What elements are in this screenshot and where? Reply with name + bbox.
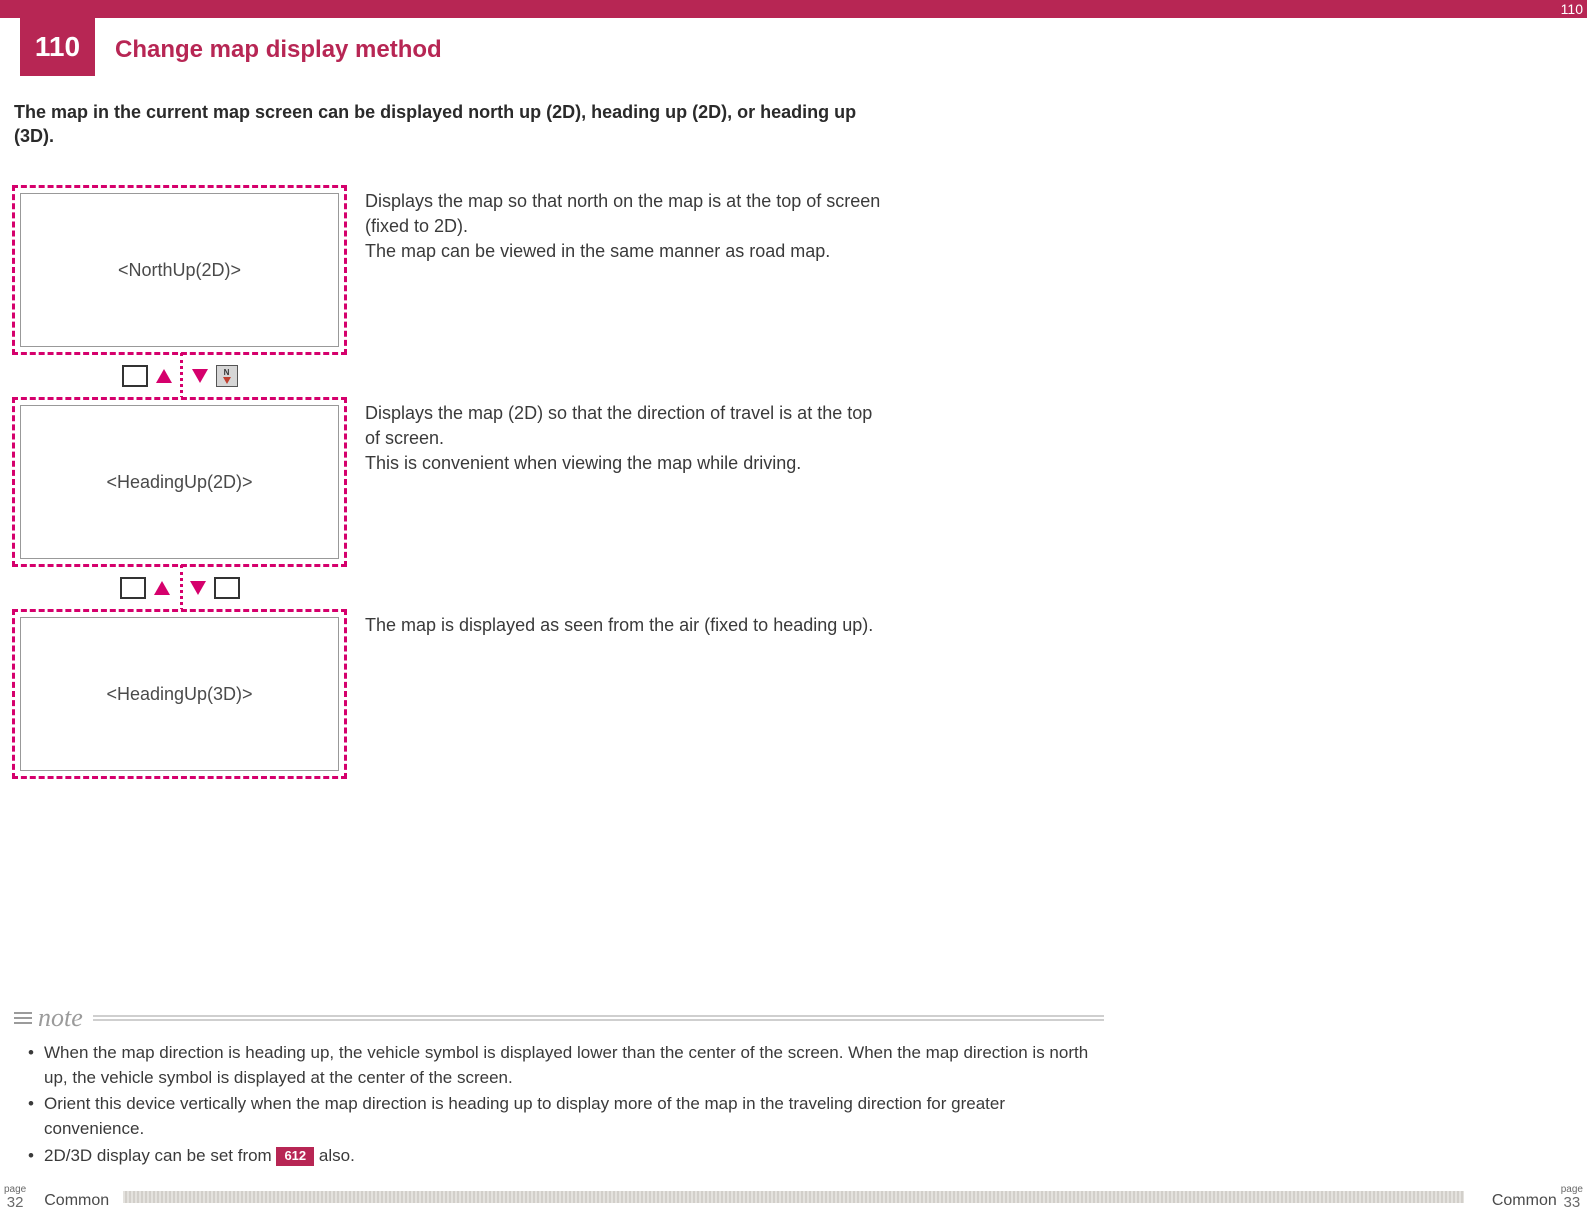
footer-section-label: Common — [1492, 1192, 1557, 1210]
mode-desc-headingup3d: The map is displayed as seen from the ai… — [365, 609, 885, 638]
connector-2 — [12, 567, 347, 609]
mode-desc-northup: Displays the map so that north on the ma… — [365, 185, 885, 265]
note-lines-icon — [14, 1012, 32, 1024]
mode-row-headingup3d: <HeadingUp(3D)> The map is displayed as … — [12, 609, 892, 779]
page-title: Change map display method — [115, 36, 442, 64]
note-header: note — [14, 1005, 1104, 1031]
arrow-down-icon — [190, 581, 206, 595]
footer-page-word: page — [4, 1184, 26, 1195]
connector-1 — [12, 355, 347, 397]
mode-box-headingup2d: <HeadingUp(2D)> — [12, 397, 347, 567]
footer-page-word: page — [1561, 1184, 1583, 1195]
footer-page-left: page 32 — [4, 1185, 26, 1210]
mode-box-headingup3d: <HeadingUp(3D)> — [12, 609, 347, 779]
toggle-rect-icon — [122, 365, 148, 387]
toggle-rect-icon — [214, 577, 240, 599]
footer-section-label: Common — [44, 1192, 109, 1210]
note-rule — [93, 1015, 1104, 1021]
arrow-down-icon — [192, 369, 208, 383]
note-section: note When the map direction is heading u… — [14, 1005, 1104, 1170]
map-modes-diagram: <NorthUp(2D)> Displays the map so that n… — [12, 185, 892, 779]
note-item: When the map direction is heading up, th… — [44, 1041, 1104, 1090]
intro-text: The map in the current map screen can be… — [14, 100, 884, 149]
note-label: note — [38, 1005, 83, 1031]
reference-tag: 612 — [276, 1147, 314, 1166]
mode-row-northup: <NorthUp(2D)> Displays the map so that n… — [12, 185, 892, 355]
page-footer: page 32 Common Common page 33 — [0, 1185, 1587, 1209]
footer-page-number-left: 32 — [4, 1195, 26, 1210]
note-item: Orient this device vertically when the m… — [44, 1092, 1104, 1141]
compass-icon — [216, 365, 238, 387]
toggle-rect-icon — [120, 577, 146, 599]
top-brand-bar — [0, 0, 1587, 18]
note-item-text: also. — [314, 1146, 355, 1165]
note-item: 2D/3D display can be set from 612 also. — [44, 1144, 1104, 1169]
arrow-up-icon — [154, 581, 170, 595]
footer-left: page 32 Common — [0, 1185, 109, 1210]
note-list: When the map direction is heading up, th… — [14, 1041, 1104, 1168]
top-right-page-number: 110 — [1561, 0, 1583, 18]
footer-page-right: page 33 — [1561, 1185, 1583, 1210]
arrow-up-icon — [156, 369, 172, 383]
footer-page-number-right: 33 — [1561, 1195, 1583, 1210]
note-item-text: 2D/3D display can be set from — [44, 1146, 276, 1165]
footer-stripe — [123, 1191, 1464, 1203]
page-number-box: 110 — [20, 18, 95, 76]
mode-box-northup: <NorthUp(2D)> — [12, 185, 347, 355]
mode-row-headingup2d: <HeadingUp(2D)> Displays the map (2D) so… — [12, 397, 892, 567]
mode-desc-headingup2d: Displays the map (2D) so that the direct… — [365, 397, 885, 477]
footer-right: Common page 33 — [1478, 1185, 1587, 1210]
